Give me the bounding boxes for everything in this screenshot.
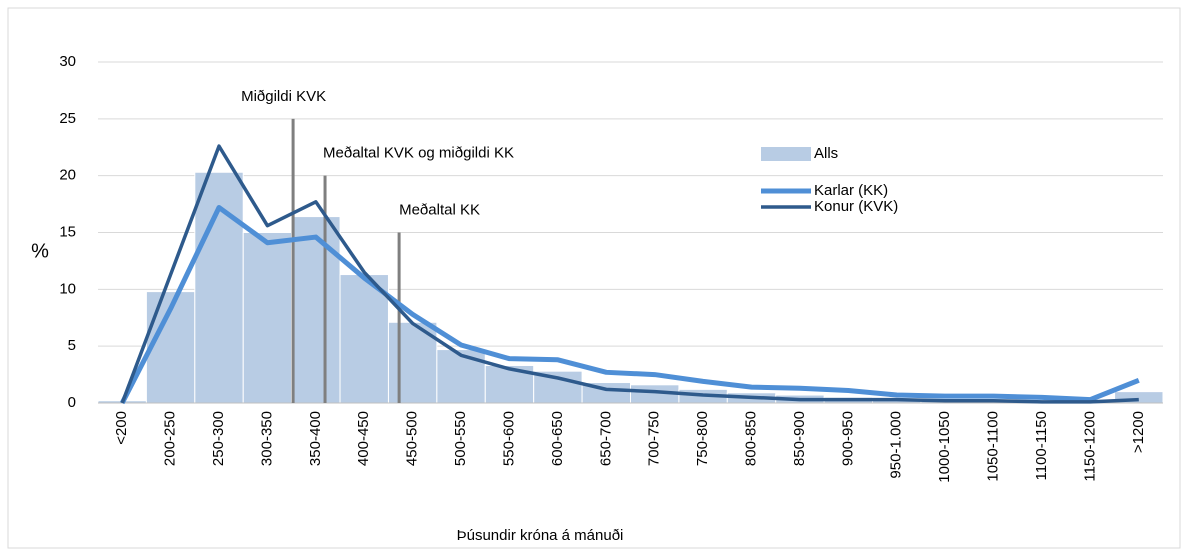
x-tick-label: 1150-1200 (1081, 411, 1098, 482)
x-tick-label: 900-950 (839, 411, 856, 466)
x-tick-label: 250-300 (210, 411, 227, 466)
y-tick-label: 15 (59, 223, 76, 240)
annotation: Meðaltal KVK og miðgildi KK (323, 145, 514, 162)
legend-label: Konur (KVK) (814, 198, 898, 215)
y-tick-label: 10 (59, 280, 76, 297)
annotation: Meðaltal KK (399, 201, 480, 218)
y-tick-label: 25 (59, 110, 76, 127)
x-tick-label: 450-500 (404, 411, 421, 466)
y-tick-label: 20 (59, 167, 76, 184)
x-tick-label: 1000-1050 (936, 411, 953, 483)
line-series (120, 144, 1139, 404)
x-tick-label: 950-1.000 (888, 411, 905, 479)
x-tick-label: 700-750 (646, 411, 663, 466)
x-tick-label: 400-450 (355, 411, 372, 466)
bar (436, 349, 486, 404)
x-tick-label: >1200 (1130, 411, 1147, 453)
y-axis-label: % (31, 240, 49, 262)
bar (242, 232, 293, 404)
annotation: Miðgildi KVK (241, 88, 326, 105)
x-tick-label: 500-550 (452, 411, 469, 466)
x-tick-label: 1050-1100 (985, 411, 1002, 482)
x-tick-label: 300-350 (258, 411, 275, 466)
x-tick-label: 550-600 (500, 411, 517, 466)
legend-label: Karlar (KK) (814, 182, 888, 199)
x-tick-label: 200-250 (162, 411, 179, 466)
x-tick-label: 750-800 (694, 411, 711, 466)
x-tick-label: 350-400 (307, 411, 324, 466)
legend-label: Alls (814, 145, 838, 162)
x-tick-label: 850-900 (791, 411, 808, 466)
y-tick-label: 30 (59, 53, 76, 70)
x-tick-label: 1100-1150 (1033, 411, 1050, 481)
y-tick-label: 0 (68, 394, 76, 411)
line-series (119, 204, 1140, 405)
x-tick-label: <200 (113, 411, 130, 445)
x-axis-label: Þúsundir króna á mánuði (457, 527, 624, 544)
x-tick-label: 650-700 (597, 411, 614, 466)
y-tick-label: 5 (68, 337, 76, 354)
chart-border (7, 7, 1181, 549)
x-tick-label: 600-650 (549, 411, 566, 466)
x-tick-label: 800-850 (742, 411, 759, 466)
legend-swatch (761, 147, 811, 161)
bar (291, 216, 341, 404)
